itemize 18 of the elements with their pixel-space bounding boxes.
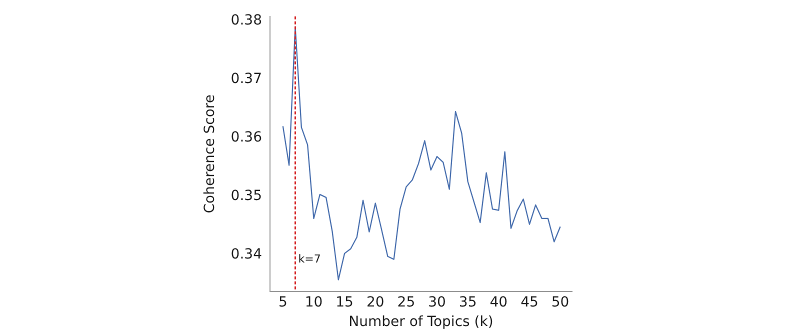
y-tick-label: 0.37	[230, 71, 262, 88]
x-tick-label: 5	[278, 294, 288, 310]
y-tick-label: 0.35	[230, 188, 262, 204]
x-tick-label: 35	[458, 294, 477, 310]
x-tick-label: 15	[336, 294, 354, 310]
y-tick-label: 0.34	[230, 246, 262, 262]
y-axis-title: Coherence Score	[202, 94, 218, 214]
x-tick-label: 45	[520, 294, 538, 310]
x-tick-label: 50	[551, 294, 570, 310]
x-tick-label: 25	[397, 294, 416, 310]
x-axis-title: Number of Topics (k)	[348, 314, 494, 330]
x-tick-label: 10	[304, 294, 323, 310]
y-tick-label: 0.36	[230, 129, 262, 146]
x-tick-label: 20	[366, 294, 384, 310]
x-tick-label: 40	[490, 294, 508, 310]
y-tick-label: 0.38	[230, 12, 262, 29]
ref-line-label: k=7	[298, 252, 321, 266]
x-tick-label: 30	[428, 294, 446, 310]
